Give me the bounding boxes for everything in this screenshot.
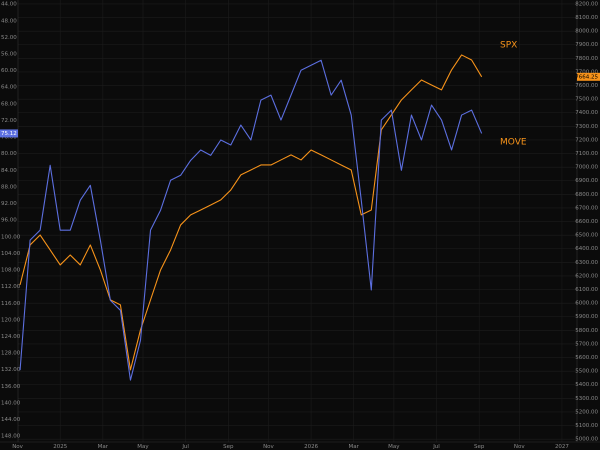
x-tick-label: Nov [12,444,23,450]
y2-tick-label: 7200.00 [575,137,598,143]
y-tick-label: 80.00 [1,151,17,157]
x-tick-label: Mar [349,444,360,450]
x-tick-label: Jul [181,444,189,450]
x-tick-label: Nov [514,444,525,450]
last-value-label: 7664.25 [575,74,598,80]
y2-tick-label: 8000.00 [575,29,598,35]
y2-tick-label: 5800.00 [575,328,598,334]
x-tick-label: Jul [432,444,440,450]
x-tick-label: Nov [263,444,274,450]
y-tick-label: 116.00 [1,301,21,307]
y-tick-label: 92.00 [1,201,17,207]
x-tick-label: Sep [223,444,234,450]
x-tick-label: 2027 [555,444,569,450]
y-tick-label: 124.00 [1,334,21,340]
y2-tick-label: 7800.00 [575,56,598,62]
y2-tick-label: 6600.00 [575,219,598,225]
y-tick-label: 56.00 [1,52,17,58]
x-tick-label: May [137,444,149,450]
series-line [19,54,483,371]
left-axis-strip [0,0,18,450]
y2-tick-label: 5500.00 [575,369,598,375]
y2-tick-label: 6800.00 [575,192,598,198]
y2-tick-label: 6700.00 [575,205,598,211]
y2-tick-label: 7000.00 [575,165,598,171]
y-tick-label: 68.00 [1,101,17,107]
y2-tick-label: 6900.00 [575,178,598,184]
y2-tick-label: 7700.00 [575,69,598,75]
y-tick-label: 112.00 [1,284,21,290]
y2-tick-label: 6100.00 [575,287,598,293]
y-tick-label: 128.00 [1,351,21,357]
y-tick-label: 132.00 [1,367,21,373]
y-tick-label: 120.00 [1,317,21,323]
y-tick-label: 52.00 [1,35,17,41]
last-value-label: 75.12 [1,131,17,137]
y2-tick-label: 5600.00 [575,355,598,361]
y-tick-label: 76.00 [1,135,17,141]
y-tick-label: 48.00 [1,18,17,24]
y2-tick-label: 8200.00 [575,1,598,7]
y2-tick-label: 7900.00 [575,42,598,48]
y2-tick-label: 5100.00 [575,423,598,429]
y-tick-label: 64.00 [1,85,17,91]
y-tick-label: 108.00 [1,268,21,274]
y2-tick-label: 5900.00 [575,314,598,320]
y2-tick-label: 7400.00 [575,110,598,116]
x-tick-label: May [388,444,400,450]
y2-tick-label: 6200.00 [575,273,598,279]
y-tick-label: 84.00 [1,168,17,174]
y2-tick-label: 5300.00 [575,396,598,402]
series-line [19,59,483,381]
y-tick-label: 136.00 [1,384,21,390]
y2-tick-label: 6400.00 [575,246,598,252]
series-label: MOVE [500,138,527,148]
y-tick-label: 140.00 [1,400,21,406]
right-axis-strip [577,0,600,450]
last-value-badge [577,72,600,81]
last-value-badge [0,129,18,138]
y2-tick-label: 7300.00 [575,124,598,130]
y2-tick-label: 6500.00 [575,233,598,239]
y-tick-label: 104.00 [1,251,21,257]
y-tick-label: 44.00 [1,2,17,8]
x-tick-label: 2025 [53,444,67,450]
y-tick-label: 148.00 [1,434,21,440]
series-label: SPX [500,41,517,51]
y-tick-label: 60.00 [1,68,17,74]
y2-tick-label: 5200.00 [575,409,598,415]
y2-tick-label: 7100.00 [575,151,598,157]
y-tick-label: 144.00 [1,417,21,423]
y2-tick-label: 7500.00 [575,97,598,103]
x-tick-label: Sep [474,444,485,450]
y2-tick-label: 6000.00 [575,301,598,307]
y-tick-label: 72.00 [1,118,17,124]
x-tick-label: Mar [98,444,109,450]
x-tick-label: 2026 [304,444,318,450]
y2-tick-label: 5000.00 [575,437,598,443]
y-tick-label: 96.00 [1,218,17,224]
y-tick-label: 88.00 [1,184,17,190]
y2-tick-label: 8100.00 [575,15,598,21]
y2-tick-label: 5700.00 [575,341,598,347]
y-tick-label: 100.00 [1,234,21,240]
y2-tick-label: 7600.00 [575,83,598,89]
y2-tick-label: 6300.00 [575,260,598,266]
y2-tick-label: 5400.00 [575,382,598,388]
